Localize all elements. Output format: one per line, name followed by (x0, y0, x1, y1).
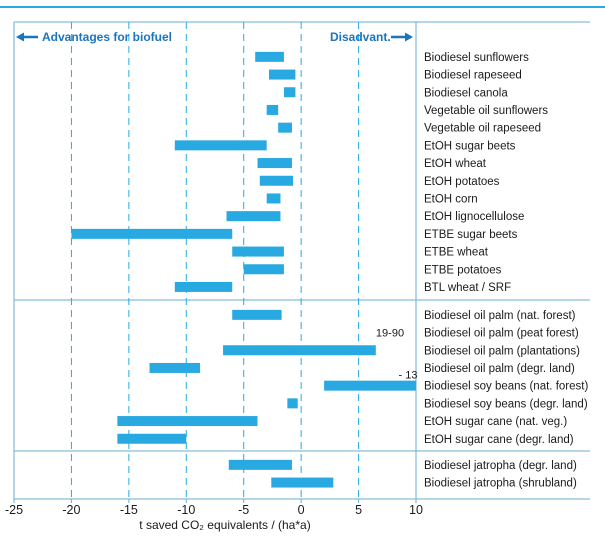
category-label: ETBE potatoes (424, 264, 502, 276)
bar-annotation: 19-90 (376, 328, 404, 340)
category-label: EtOH sugar beets (424, 140, 516, 152)
x-tick-label: 5 (355, 503, 362, 517)
category-label: Biodiesel oil palm (degr. land) (424, 363, 575, 375)
x-tick-label: -15 (120, 503, 138, 517)
x-tick-label: -5 (238, 503, 249, 517)
range-bar (259, 175, 294, 186)
range-bar (71, 228, 233, 239)
category-label: BTL wheat / SRF (424, 282, 511, 294)
bar-annotation: - 13 (399, 370, 418, 382)
x-axis: -25 -20 -15 -10 -5 0 5 10 (5, 499, 423, 517)
category-label: Biodiesel jatropha (degr. land) (424, 460, 577, 472)
category-label: Biodiesel sunflowers (424, 52, 529, 64)
range-bar (174, 281, 233, 292)
category-label: Biodiesel jatropha (shrubland) (424, 478, 577, 490)
category-label: Biodiesel soy beans (nat. forest) (424, 381, 588, 393)
range-bar (232, 246, 284, 257)
range-bar (228, 459, 292, 470)
range-bar (117, 433, 187, 444)
category-label: ETBE wheat (424, 247, 489, 259)
range-bar (268, 69, 296, 80)
category-label: EtOH sugar cane (nat. veg.) (424, 416, 567, 428)
category-label: EtOH potatoes (424, 176, 500, 188)
grid-lines (70, 22, 360, 499)
advantages-label: Advantages for biofuel (42, 30, 172, 44)
category-label: EtOH lignocellulose (424, 211, 524, 223)
category-label: EtOH wheat (424, 158, 487, 170)
range-bar (266, 193, 281, 204)
chart-frame (0, 6, 605, 500)
bars (71, 51, 416, 488)
range-bar (232, 309, 282, 320)
right-arrow-icon (391, 32, 413, 42)
range-bar (287, 398, 298, 409)
range-bar (283, 87, 296, 98)
category-label: Vegetable oil rapeseed (424, 123, 541, 135)
x-tick-label: -20 (62, 503, 80, 517)
x-axis-title: t saved CO₂ equivalents / (ha*a) (139, 518, 310, 532)
left-arrow-icon (16, 32, 38, 42)
category-label: EtOH sugar cane (degr. land) (424, 434, 574, 446)
range-bar (266, 104, 279, 115)
range-bar (255, 51, 284, 62)
range-bar (257, 158, 292, 169)
category-label: Biodiesel oil palm (plantations) (424, 345, 580, 357)
range-bar (117, 416, 258, 427)
range-bar (243, 264, 284, 275)
range-bar (271, 477, 334, 488)
range-bar (278, 122, 292, 133)
category-label: EtOH corn (424, 193, 478, 205)
x-tick-label: -10 (177, 503, 195, 517)
category-label: Biodiesel canola (424, 87, 508, 99)
category-label: ETBE sugar beets (424, 229, 518, 241)
range-bar (223, 345, 376, 356)
category-label: Vegetable oil sunflowers (424, 105, 548, 117)
disadvantages-label: Disadvant. (330, 30, 391, 44)
x-tick-label: 10 (409, 503, 423, 517)
range-bar (174, 140, 267, 151)
advantage-header: Advantages for biofuel Disadvant. (16, 30, 413, 44)
category-label: Biodiesel soy beans (degr. land) (424, 398, 588, 410)
category-label: Biodiesel oil palm (peat forest) (424, 328, 579, 340)
category-labels: Biodiesel sunflowers Biodiesel rapeseed Bi… (424, 52, 588, 490)
range-bar (226, 211, 281, 222)
x-tick-label: 0 (298, 503, 305, 517)
range-bar (324, 380, 416, 391)
range-bar (149, 362, 201, 373)
category-label: Biodiesel rapeseed (424, 70, 522, 82)
category-label: Biodiesel oil palm (nat. forest) (424, 310, 576, 322)
x-tick-label: -25 (5, 503, 23, 517)
annotations: 19-90 - 13 (376, 328, 418, 382)
